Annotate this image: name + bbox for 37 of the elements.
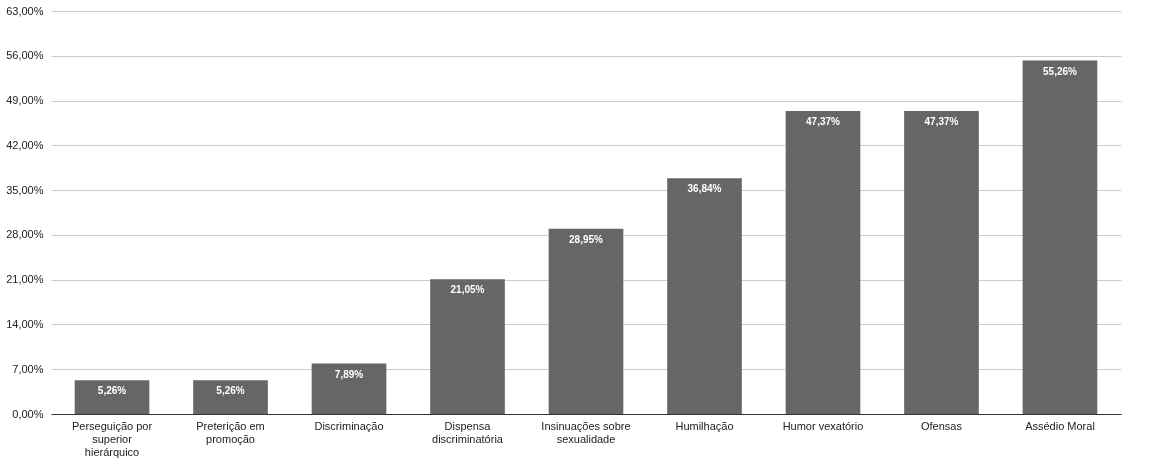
x-tick-label: Assédio Moral <box>1025 419 1095 432</box>
x-tick-label: Perseguição por superior hierárquico <box>71 419 153 458</box>
bar <box>74 380 150 414</box>
x-tick-label: Humilhação <box>675 419 734 432</box>
bar <box>1022 60 1098 414</box>
bar <box>311 363 387 414</box>
data-label: 28,95% <box>569 233 604 245</box>
y-tick-label: 14,00% <box>6 317 44 330</box>
bar <box>667 178 742 414</box>
bar <box>548 228 624 414</box>
data-label: 21,05% <box>450 284 485 296</box>
data-label: 7,89% <box>334 368 364 380</box>
bar <box>430 279 505 414</box>
x-tick-label: Humor vexatório <box>782 419 864 432</box>
data-label: 47,37% <box>924 115 959 127</box>
y-tick-label: 63,00% <box>6 4 44 17</box>
data-label: 5,26% <box>97 385 127 397</box>
x-tick-label: Ofensas <box>921 419 963 432</box>
y-tick-label: 35,00% <box>6 183 44 196</box>
bar <box>193 380 268 414</box>
bar <box>785 110 861 414</box>
data-label: 36,84% <box>687 183 722 195</box>
y-tick-label: 56,00% <box>6 49 44 62</box>
y-tick-label: 7,00% <box>12 362 44 375</box>
data-label: 47,37% <box>806 115 841 127</box>
y-tick-label: 49,00% <box>6 94 44 107</box>
y-tick-label: 21,00% <box>6 273 44 286</box>
x-tick-label: Insinuações sobre sexualidade <box>541 419 631 445</box>
x-tick-label: Discriminação <box>314 419 384 432</box>
data-label: 55,26% <box>1043 65 1078 77</box>
bar <box>904 110 979 414</box>
y-tick-label: 0,00% <box>12 407 44 420</box>
x-tick-label: Dispensa discriminatória <box>432 419 504 445</box>
x-tick-label: Preterição em promoção <box>196 419 265 445</box>
y-tick-label: 28,00% <box>6 228 44 241</box>
y-tick-label: 42,00% <box>6 138 44 151</box>
data-label: 5,26% <box>216 385 245 397</box>
